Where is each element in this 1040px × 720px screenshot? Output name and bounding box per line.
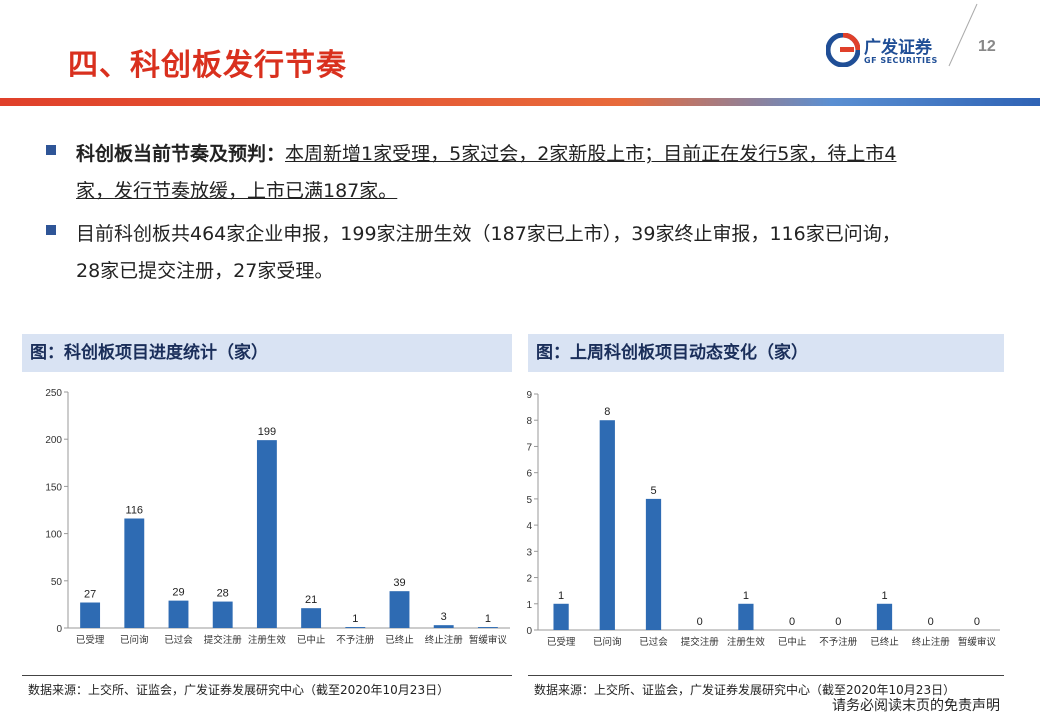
bar-9 — [477, 627, 498, 628]
category-label-6: 不予注册 — [336, 634, 375, 646]
y-tick-label: 0 — [56, 624, 62, 635]
category-label-0: 已受理 — [76, 634, 105, 646]
bar-4 — [738, 603, 754, 630]
data-label-1: 8 — [604, 406, 610, 418]
bar-2 — [645, 498, 662, 630]
category-label-3: 提交注册 — [681, 636, 720, 648]
category-label-5: 已中止 — [778, 636, 807, 648]
category-label-1: 已问询 — [593, 636, 622, 648]
y-tick-label: 1 — [526, 600, 532, 611]
bar-1 — [599, 420, 615, 630]
bar-0 — [553, 603, 569, 630]
y-tick-label: 4 — [526, 521, 532, 532]
y-tick-label: 150 — [45, 482, 62, 493]
bullet-item-1: 科创板当前节奏及预判：本周新增1家受理，5家过会，2家新股上市；目前正在发行5家… — [40, 136, 1010, 210]
category-label-6: 不予注册 — [819, 636, 858, 648]
category-label-2: 已过会 — [164, 634, 193, 646]
bullet-square-icon — [46, 225, 56, 235]
data-label-2: 29 — [172, 587, 184, 599]
logo-text-en: GF SECURITIES — [864, 56, 938, 65]
bullet-1-line1: 本周新增1家受理，5家过会，2家新股上市；目前正在发行5家，待上市4 — [285, 143, 897, 165]
y-tick-label: 2 — [526, 574, 532, 585]
data-label-6: 1 — [352, 613, 358, 625]
y-tick-label: 250 — [45, 388, 62, 399]
y-tick-label: 5 — [526, 495, 532, 506]
data-label-9: 1 — [485, 613, 491, 625]
data-label-7: 1 — [881, 590, 887, 602]
category-label-5: 已中止 — [297, 634, 326, 646]
y-tick-label: 3 — [526, 547, 532, 558]
right-source-divider — [528, 675, 1004, 676]
bar-1 — [124, 518, 145, 628]
category-label-0: 已受理 — [547, 636, 576, 648]
bullet-2-line1: 目前科创板共464家企业申报，199家注册生效（187家已上市），39家终止审报… — [76, 223, 901, 245]
y-tick-label: 200 — [45, 435, 62, 446]
category-label-7: 已终止 — [870, 636, 899, 648]
category-label-8: 终止注册 — [425, 634, 464, 646]
category-label-9: 暂缓审议 — [958, 636, 997, 648]
header-accent-bar — [0, 98, 1040, 106]
divider-slash — [948, 3, 978, 67]
category-label-2: 已过会 — [639, 636, 668, 648]
bar-6 — [345, 627, 366, 628]
category-label-1: 已问询 — [120, 634, 149, 646]
left-source-note: 数据来源：上交所、证监会，广发证券发展研究中心（截至2020年10月23日） — [28, 683, 450, 697]
data-label-7: 39 — [393, 577, 405, 589]
category-label-8: 终止注册 — [912, 636, 951, 648]
right-chart-title: 图：上周科创板项目动态变化（家） — [528, 334, 1004, 372]
y-tick-label: 9 — [526, 390, 532, 401]
right-source-note: 数据来源：上交所、证监会，广发证券发展研究中心（截至2020年10月23日） — [534, 683, 956, 697]
data-label-6: 0 — [835, 616, 841, 628]
bullet-square-icon — [46, 145, 56, 155]
y-tick-label: 8 — [526, 416, 532, 427]
data-label-5: 21 — [305, 594, 317, 606]
bullet-item-2: 目前科创板共464家企业申报，199家注册生效（187家已上市），39家终止审报… — [40, 216, 1010, 290]
bullet-2-line2: 28家已提交注册，27家受理。 — [76, 260, 334, 282]
y-tick-label: 50 — [51, 577, 63, 588]
category-label-4: 注册生效 — [727, 636, 766, 648]
bar-5 — [301, 608, 322, 628]
data-label-9: 0 — [974, 616, 980, 628]
bar-4 — [256, 440, 277, 628]
bullet-1-line2: 家，发行节奏放缓，上市已满187家。 — [76, 180, 398, 202]
logo-emblem-icon — [826, 33, 860, 67]
data-label-0: 1 — [558, 590, 564, 602]
data-label-8: 0 — [928, 616, 934, 628]
bar-0 — [80, 602, 101, 628]
data-label-3: 0 — [697, 616, 703, 628]
bar-7 — [876, 603, 893, 630]
data-label-5: 0 — [789, 616, 795, 628]
logo-text-cn: 广发证券 — [864, 38, 932, 58]
data-label-8: 3 — [441, 611, 447, 623]
right-bar-chart: 0 1 2 3 4 5 6 7 8 9 1 已受理 8 已问询 5 已过会 0 提交注册 1 注册生效 0 已中止 0 不予注… — [526, 390, 1000, 648]
bullet-1-bold-prefix: 科创板当前节奏及预判： — [76, 143, 286, 165]
y-tick-label: 7 — [526, 442, 532, 453]
bar-8 — [433, 625, 454, 628]
y-tick-label: 6 — [526, 469, 532, 480]
bar-7 — [389, 591, 410, 628]
category-label-9: 暂缓审议 — [469, 634, 508, 646]
data-label-2: 5 — [650, 485, 656, 497]
bar-2 — [168, 600, 189, 628]
left-source-divider — [22, 675, 512, 676]
left-chart-title: 图：科创板项目进度统计（家） — [22, 334, 512, 372]
category-label-3: 提交注册 — [204, 634, 243, 646]
page-number: 12 — [978, 38, 996, 55]
bar-3 — [212, 601, 233, 628]
data-label-4: 199 — [258, 426, 276, 438]
data-label-1: 116 — [126, 504, 144, 516]
data-label-4: 1 — [743, 590, 749, 602]
category-label-4: 注册生效 — [248, 634, 287, 646]
category-label-7: 已终止 — [385, 634, 414, 646]
left-bar-chart: 0 50 100 150 200 250 27 已受理 116 已问询 29 已过会 28 提交注册 199… — [45, 388, 510, 646]
gf-securities-logo: 广发证券 GF SECURITIES — [826, 33, 946, 69]
disclaimer-text: 请务必阅读末页的免责声明 — [832, 698, 1000, 714]
data-label-3: 28 — [217, 588, 229, 600]
data-label-0: 27 — [84, 589, 96, 601]
y-tick-label: 0 — [526, 626, 532, 637]
page-title: 四、科创板发行节奏 — [68, 48, 347, 83]
y-tick-label: 100 — [45, 530, 62, 541]
